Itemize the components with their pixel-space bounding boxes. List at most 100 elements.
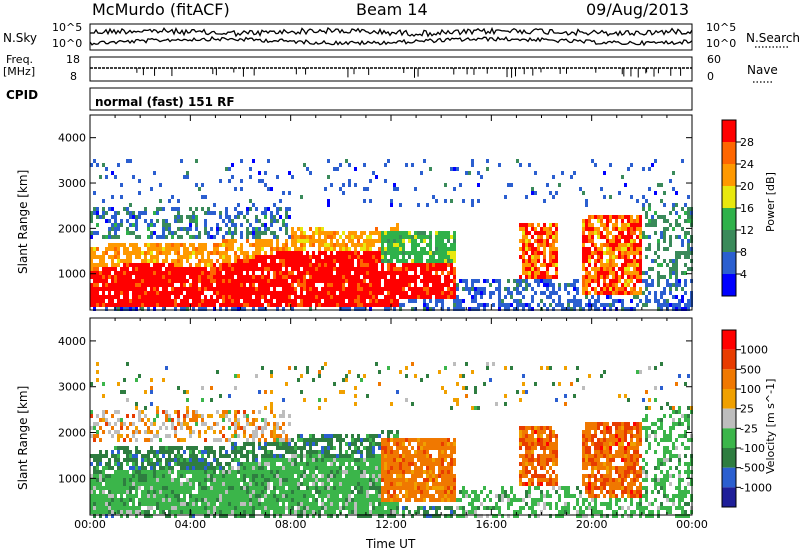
data-cell — [336, 279, 339, 283]
data-cell — [684, 307, 687, 311]
data-cell — [198, 295, 201, 299]
data-cell — [345, 275, 348, 279]
data-cell — [117, 291, 120, 295]
data-cell — [189, 470, 192, 474]
data-cell — [234, 450, 237, 454]
data-cell — [336, 251, 339, 255]
data-cell — [369, 243, 372, 247]
data-cell — [678, 303, 681, 307]
data-cell — [288, 486, 291, 490]
data-cell — [216, 283, 219, 287]
data-cell — [117, 490, 120, 494]
data-cell — [267, 450, 270, 454]
data-cell — [405, 263, 408, 267]
data-cell — [657, 247, 660, 251]
data-cell — [222, 251, 225, 255]
data-cell — [192, 307, 195, 311]
data-cell — [252, 271, 255, 275]
data-cell — [258, 498, 261, 502]
data-cell — [684, 283, 687, 287]
data-cell — [231, 446, 234, 450]
data-cell — [210, 486, 213, 490]
data-cell — [636, 275, 639, 279]
data-cell — [135, 263, 138, 267]
data-cell — [294, 239, 297, 243]
data-cell — [648, 203, 651, 207]
data-cell — [102, 470, 105, 474]
data-cell — [231, 163, 234, 167]
data-cell — [657, 263, 660, 267]
data-cell — [246, 450, 249, 454]
data-cell — [312, 454, 315, 458]
data-cell — [309, 275, 312, 279]
data-cell — [315, 303, 318, 307]
data-cell — [294, 259, 297, 263]
data-cell — [396, 227, 399, 231]
data-cell — [474, 287, 477, 291]
data-cell — [525, 247, 528, 251]
data-cell — [237, 506, 240, 510]
data-cell — [519, 239, 522, 243]
data-cell — [171, 207, 174, 211]
data-cell — [201, 255, 204, 259]
data-cell — [633, 227, 636, 231]
data-cell — [303, 275, 306, 279]
data-cell — [303, 299, 306, 303]
data-cell — [327, 458, 330, 462]
data-cell — [153, 450, 156, 454]
data-cell — [453, 239, 456, 243]
data-cell — [150, 303, 153, 307]
data-cell — [591, 215, 594, 219]
data-cell — [402, 283, 405, 287]
data-cell — [420, 251, 423, 255]
data-cell — [588, 255, 591, 259]
data-cell — [537, 255, 540, 259]
data-cell — [393, 275, 396, 279]
data-cell — [633, 295, 636, 299]
data-cell — [156, 498, 159, 502]
data-cell — [267, 299, 270, 303]
data-cell — [351, 450, 354, 454]
data-cell — [591, 279, 594, 283]
data-cell — [237, 287, 240, 291]
data-cell — [99, 498, 102, 502]
data-cell — [96, 275, 99, 279]
data-cell — [90, 263, 93, 267]
data-cell — [222, 482, 225, 486]
data-cell — [300, 195, 303, 199]
data-cell — [183, 438, 186, 442]
data-cell — [264, 462, 267, 466]
data-cell — [180, 279, 183, 283]
data-cell — [231, 243, 234, 247]
data-cell — [201, 418, 204, 422]
data-cell — [90, 267, 93, 271]
data-cell — [165, 223, 168, 227]
data-cell — [282, 283, 285, 287]
data-cell — [384, 235, 387, 239]
data-cell — [261, 510, 264, 514]
data-cell — [204, 231, 207, 235]
data-cell — [321, 231, 324, 235]
data-cell — [90, 299, 93, 303]
data-cell — [390, 263, 393, 267]
data-cell — [645, 223, 648, 227]
data-cell — [330, 514, 333, 518]
data-cell — [177, 482, 180, 486]
data-cell — [225, 307, 228, 311]
data-cell — [543, 227, 546, 231]
data-cell — [150, 446, 153, 450]
data-cell — [183, 494, 186, 498]
data-cell — [369, 259, 372, 263]
data-cell — [372, 171, 375, 175]
data-cell — [414, 255, 417, 259]
data-cell — [276, 486, 279, 490]
data-cell — [615, 263, 618, 267]
data-cell — [306, 510, 309, 514]
data-cell — [372, 263, 375, 267]
data-cell — [195, 251, 198, 255]
data-cell — [591, 287, 594, 291]
data-cell — [126, 494, 129, 498]
data-cell — [231, 466, 234, 470]
data-cell — [138, 255, 141, 259]
data-cell — [309, 446, 312, 450]
